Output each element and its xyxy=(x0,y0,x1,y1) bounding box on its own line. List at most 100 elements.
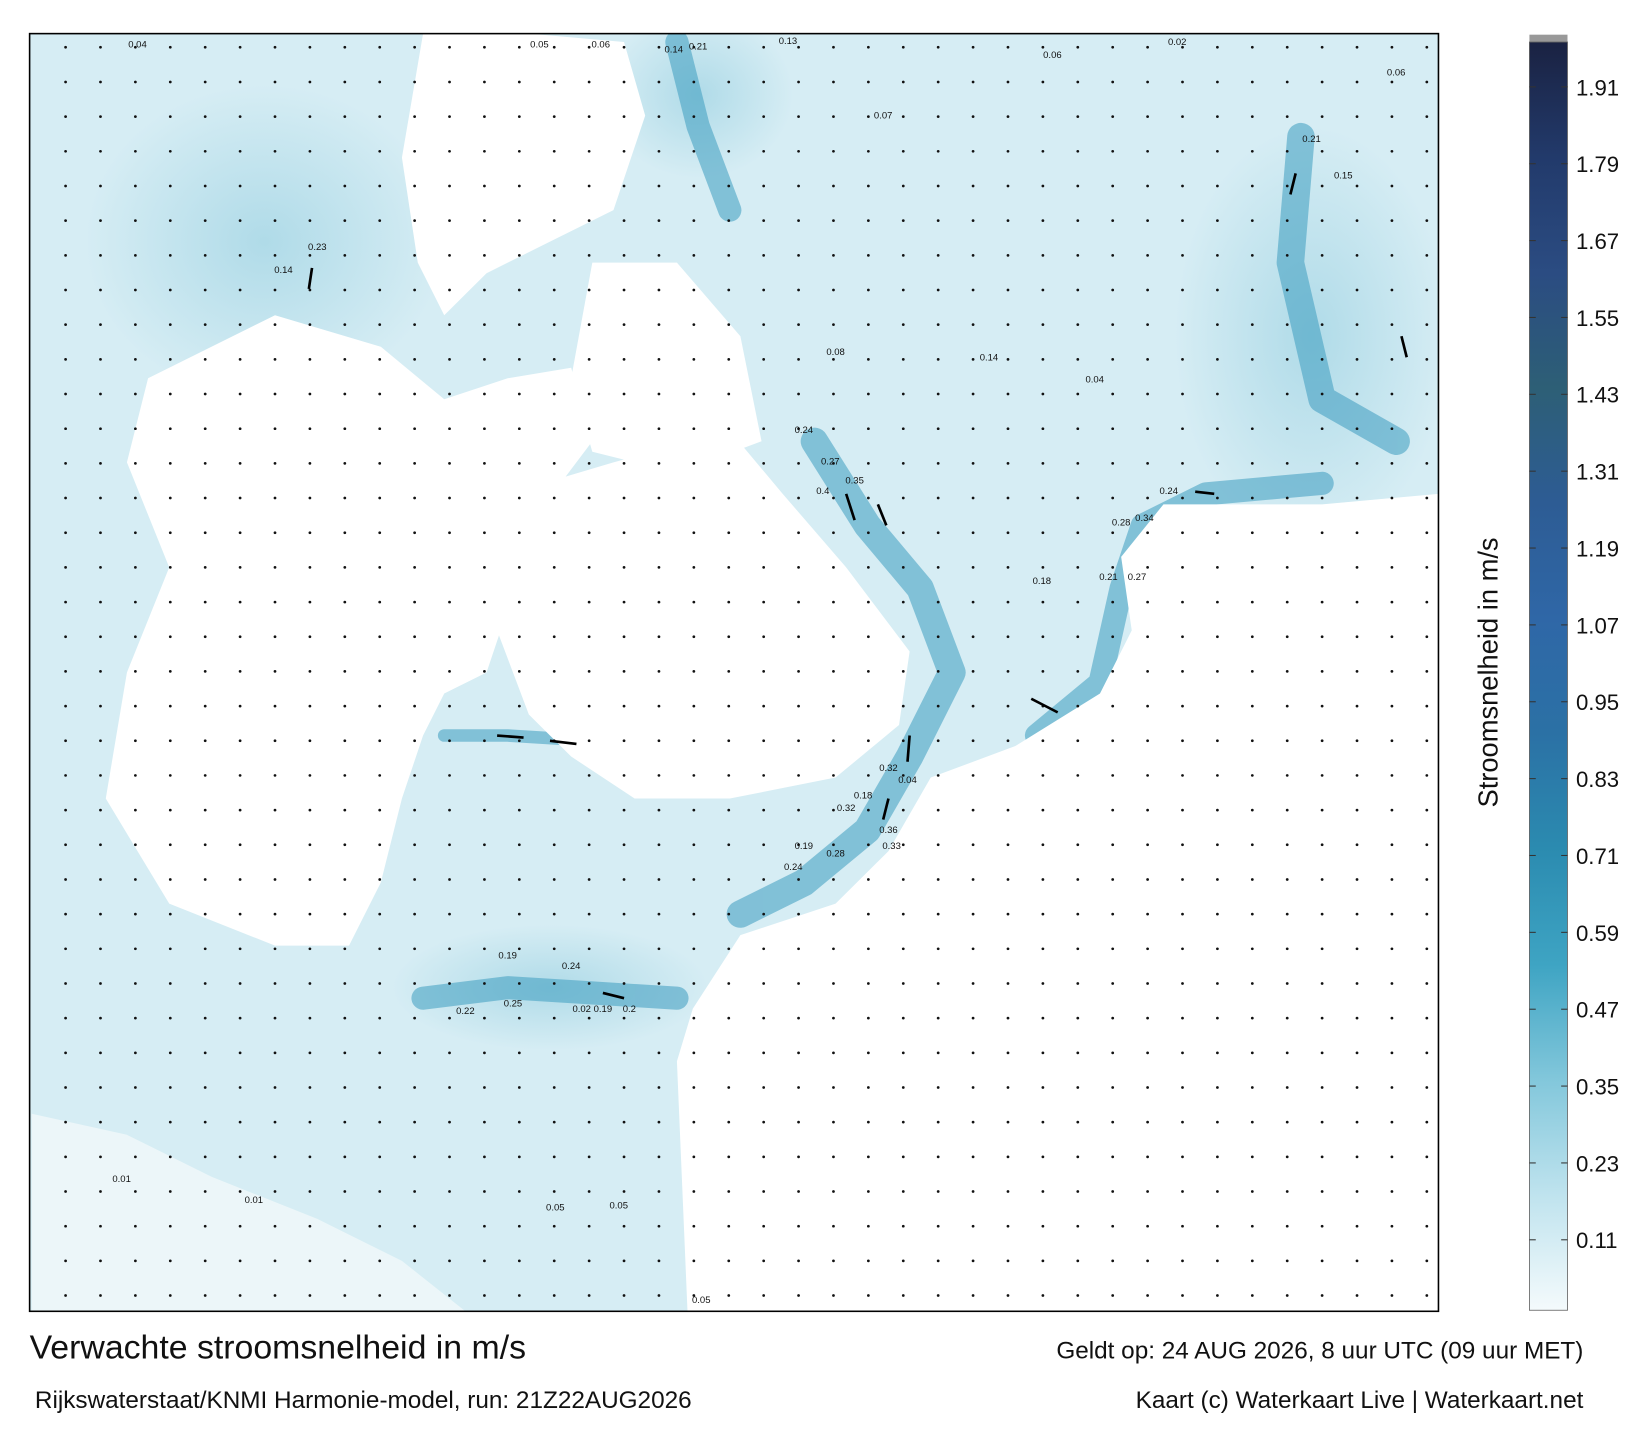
vector-dot xyxy=(99,1190,102,1193)
vector-dot xyxy=(99,1294,102,1297)
vector-dot xyxy=(1216,1086,1219,1089)
vector-dot xyxy=(483,843,486,847)
vector-dot xyxy=(1425,392,1429,396)
vector-dot xyxy=(971,288,975,292)
vector-dot xyxy=(762,1190,766,1193)
vector-dot xyxy=(866,947,870,951)
vector-dot xyxy=(483,115,486,118)
vector-dot xyxy=(413,878,416,881)
vector-dot xyxy=(1181,462,1184,465)
vector-dot xyxy=(308,1224,312,1228)
vector-dot xyxy=(517,1016,521,1020)
vector-dot xyxy=(517,566,521,569)
vector-dot xyxy=(1425,843,1429,847)
vector-dot xyxy=(517,323,521,327)
vector-dot xyxy=(1320,982,1324,985)
vector-dot xyxy=(1425,427,1429,431)
vector-dot xyxy=(134,566,137,569)
vector-dot xyxy=(727,982,731,985)
vector-dot xyxy=(308,462,312,465)
vector-dot xyxy=(866,462,870,465)
vector-dot xyxy=(657,912,661,916)
vector-dot xyxy=(657,1051,661,1055)
vector-dot xyxy=(1390,45,1394,49)
vector-dot xyxy=(1111,149,1115,153)
vector-dot xyxy=(203,1190,207,1193)
vector-dot xyxy=(936,566,940,569)
vector-dot xyxy=(587,184,591,188)
vector-dot xyxy=(901,843,905,847)
vector-dot xyxy=(517,635,521,639)
vector-dot xyxy=(1425,1259,1429,1263)
vector-dot xyxy=(1076,878,1080,881)
vector-dot xyxy=(832,843,835,847)
vector-dot xyxy=(1216,600,1219,604)
vector-dot xyxy=(1425,253,1429,257)
vector-dot xyxy=(1181,600,1184,604)
vector-dot xyxy=(1285,427,1289,431)
vector-dot xyxy=(238,1259,242,1263)
vector-dot xyxy=(1041,253,1045,257)
vector-dot xyxy=(64,1294,67,1297)
current-label: 0.24 xyxy=(795,425,813,436)
vector-dot xyxy=(1355,1051,1359,1055)
vector-dot xyxy=(64,115,67,118)
vector-dot xyxy=(1285,531,1289,535)
vector-dot xyxy=(936,1294,940,1297)
vector-dot xyxy=(1250,704,1254,708)
vector-dot xyxy=(727,1086,731,1089)
vector-dot xyxy=(1146,531,1149,535)
vector-dot xyxy=(866,219,870,223)
vector-dot xyxy=(273,1086,277,1089)
vector-dot xyxy=(657,462,661,465)
vector-dot xyxy=(168,219,172,223)
vector-dot xyxy=(1425,80,1429,84)
colorbar-tick-label: 0.35 xyxy=(1576,1075,1619,1100)
vector-dot xyxy=(343,1086,347,1089)
vector-dot xyxy=(203,1294,207,1297)
vector-dot xyxy=(134,1294,137,1297)
vector-dot xyxy=(1076,1224,1080,1228)
vector-dot xyxy=(1181,496,1184,500)
vector-dot xyxy=(797,600,800,604)
vector-dot xyxy=(1390,600,1394,604)
vector-dot xyxy=(413,1155,416,1159)
vector-dot xyxy=(727,878,731,881)
vector-dot xyxy=(238,45,242,49)
vector-dot xyxy=(413,982,416,985)
vector-dot xyxy=(517,462,521,465)
vector-dot xyxy=(1006,149,1010,153)
vector-dot xyxy=(1181,982,1184,985)
vector-dot xyxy=(971,739,975,743)
vector-dot xyxy=(308,219,312,223)
vector-dot xyxy=(1355,427,1359,431)
vector-dot xyxy=(238,462,242,465)
vector-dot xyxy=(552,45,556,49)
vector-dot xyxy=(971,808,975,812)
vector-dot xyxy=(1216,1259,1219,1263)
vector-dot xyxy=(657,808,661,812)
vector-dot xyxy=(762,115,766,118)
vector-dot xyxy=(448,357,451,361)
vector-dot xyxy=(448,808,451,812)
vector-dot xyxy=(1146,843,1149,847)
vector-dot xyxy=(1425,357,1429,361)
vector-dot xyxy=(1425,982,1429,985)
vector-dot xyxy=(203,912,207,916)
vector-dot xyxy=(448,635,451,639)
vector-dot xyxy=(797,1016,800,1020)
vector-dot xyxy=(762,600,766,604)
vector-dot xyxy=(203,1155,207,1159)
colorbar-tick-label: 1.43 xyxy=(1576,383,1619,408)
vector-dot xyxy=(797,392,800,396)
vector-dot xyxy=(901,1155,905,1159)
vector-dot xyxy=(797,912,800,916)
vector-dot xyxy=(1076,1086,1080,1089)
vector-dot xyxy=(203,427,207,431)
vector-dot xyxy=(1111,219,1115,223)
vector-dot xyxy=(343,1120,347,1124)
vector-dot xyxy=(1425,704,1429,708)
vector-dot xyxy=(622,982,626,985)
vector-dot xyxy=(134,878,137,881)
current-label: 0.21 xyxy=(1302,134,1320,145)
